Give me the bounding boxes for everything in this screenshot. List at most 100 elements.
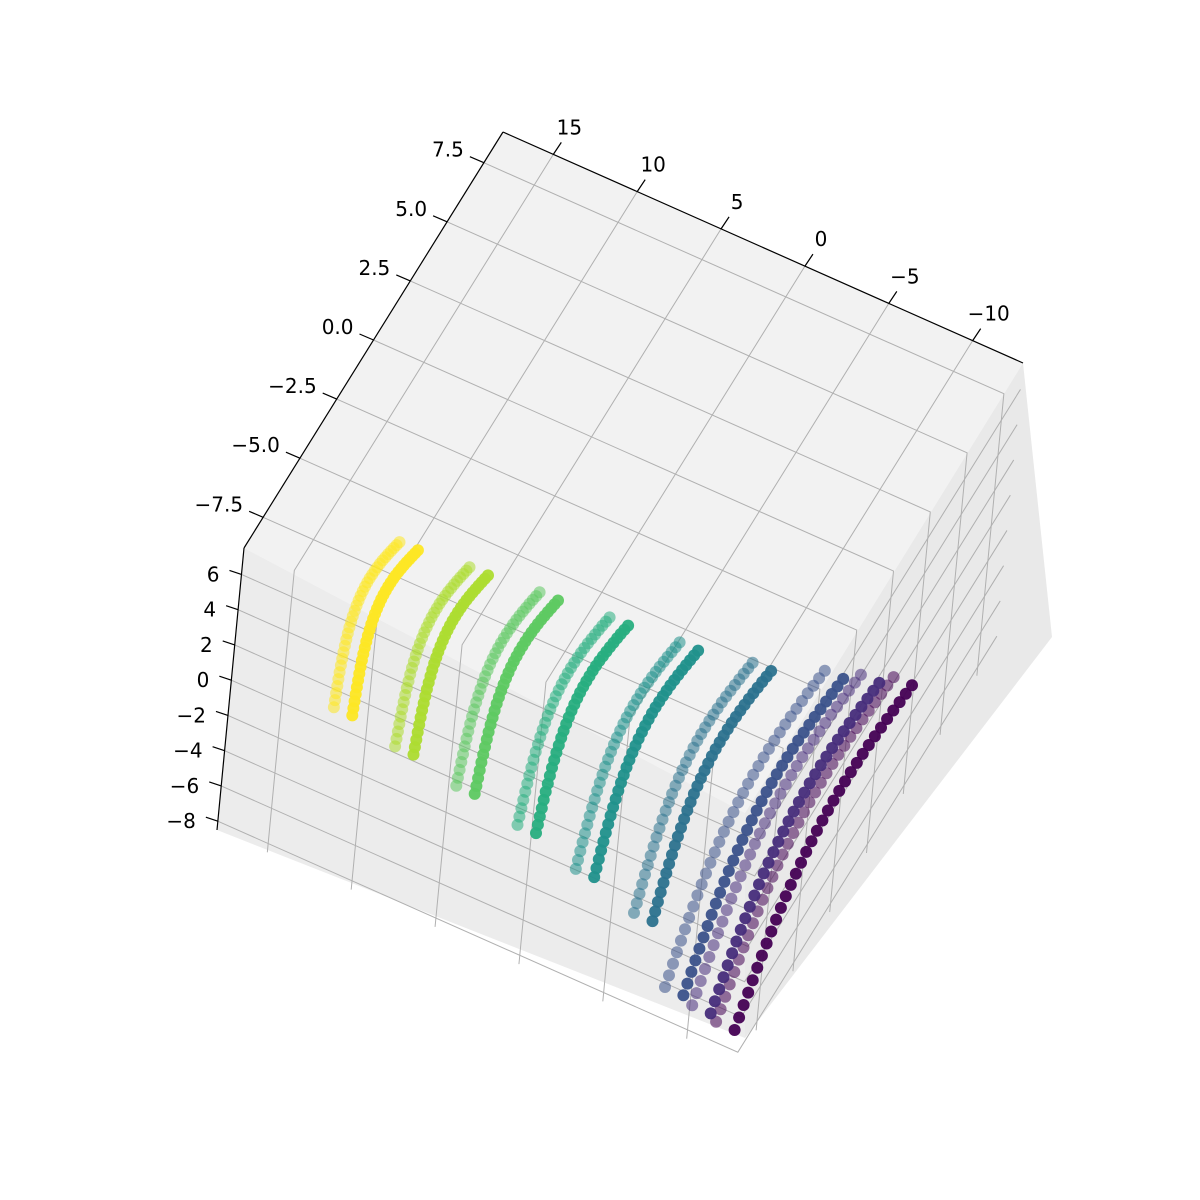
- scatter-point: [862, 739, 875, 751]
- grid-line-z: [234, 459, 1015, 877]
- scatter-point: [677, 989, 690, 1002]
- scatter-point: [868, 730, 881, 743]
- x-tick-mark: [552, 142, 562, 155]
- z-tick-mark: [225, 605, 239, 611]
- scatter-point: [755, 949, 768, 962]
- scatter-point: [746, 656, 759, 669]
- scatter-point: [639, 868, 651, 881]
- z-tick-label: 6: [207, 562, 220, 586]
- scatter-point: [690, 987, 703, 1000]
- x-tick-mark: [636, 179, 646, 192]
- scatter-point: [695, 878, 708, 891]
- scatter-point: [809, 786, 822, 799]
- scatter-point: [792, 816, 805, 829]
- scatter-point: [748, 837, 761, 850]
- grid-line-y: [410, 280, 931, 794]
- z-tick-label: 4: [203, 598, 216, 622]
- x-axis-ticks: 15 10 5 0 −5 −10: [552, 115, 1010, 341]
- x-tick-mark: [972, 328, 982, 341]
- z-tick-label: 0: [197, 668, 210, 692]
- scatter-point: [722, 865, 735, 877]
- scatter-point: [748, 889, 761, 902]
- scatter-point: [709, 897, 722, 910]
- x-tick-label: 10: [640, 153, 665, 177]
- scatter-point: [641, 859, 654, 872]
- scatter-point: [731, 844, 744, 857]
- grid-line-x: [518, 265, 806, 965]
- scatter-point: [772, 835, 785, 848]
- grid-line-y: [373, 339, 895, 854]
- scatter-point: [694, 975, 707, 987]
- scatter-point: [633, 887, 646, 900]
- scatter-point: [787, 805, 800, 818]
- scatter-point: [893, 696, 906, 709]
- scatter-point: [765, 925, 778, 938]
- scatter-point: [899, 687, 912, 700]
- x-axis-line: [502, 131, 1024, 364]
- scatter-point: [856, 747, 869, 760]
- scatter-point: [767, 846, 780, 859]
- scatter-point: [482, 569, 494, 582]
- scatter-point: [720, 904, 733, 917]
- scatter-point: [663, 857, 676, 870]
- scatter-point: [649, 905, 662, 918]
- scatter-point: [681, 977, 694, 990]
- scatter-point: [747, 768, 760, 781]
- scatter-point: [727, 806, 740, 818]
- scatter-point: [739, 912, 752, 925]
- scatter-point: [757, 867, 770, 880]
- scatter-point: [745, 814, 758, 827]
- scatter-point: [741, 824, 754, 836]
- scatter-point: [743, 900, 756, 913]
- scatter-point: [630, 897, 643, 910]
- x-tick-mark: [888, 291, 898, 304]
- scatter-point: [703, 951, 716, 963]
- scatter-point: [699, 963, 711, 975]
- scatter-point: [751, 961, 764, 974]
- scatter-point: [785, 769, 798, 782]
- scatter-point: [814, 776, 827, 789]
- scatter-point: [636, 878, 649, 891]
- x-tick-mark: [720, 216, 730, 230]
- grid-line-y: [336, 398, 858, 913]
- scatter-point: [758, 817, 771, 830]
- z-tick-mark: [222, 640, 235, 646]
- scatter-point: [816, 814, 829, 827]
- scatter-point: [803, 796, 816, 809]
- scatter-point: [704, 1007, 717, 1020]
- scatter-point: [737, 999, 750, 1011]
- scatter-point: [728, 1024, 741, 1036]
- scatter-point: [727, 854, 740, 867]
- z-tick-mark: [219, 675, 232, 681]
- scatter-point: [844, 766, 857, 779]
- scatter-point: [875, 721, 887, 734]
- scatter-point: [881, 713, 894, 725]
- z-tick-label: −8: [166, 809, 195, 833]
- scatter-point: [774, 901, 787, 914]
- grid-line-z: [217, 635, 998, 1053]
- z-axis-ticks: 6 4 2 0 −2 −4 −6 −8: [166, 562, 242, 833]
- scatter-point: [463, 561, 476, 574]
- scatter-point: [760, 786, 773, 798]
- scatter-point: [705, 908, 718, 921]
- scatter-point: [797, 806, 810, 819]
- scatter-point: [654, 886, 667, 899]
- scatter-point: [784, 878, 797, 891]
- y-tick-label: 0.0: [322, 315, 354, 339]
- z-tick-label: 2: [200, 633, 213, 657]
- scatter-point: [764, 807, 776, 820]
- z-tick-label: −2: [176, 703, 205, 727]
- scatter-point: [683, 911, 696, 924]
- scatter-point: [603, 611, 616, 624]
- grid-line-y: [483, 162, 1005, 676]
- scatter-point: [644, 849, 657, 862]
- scatter-point: [693, 942, 706, 955]
- scatter-point: [686, 999, 699, 1012]
- y-axis-ticks: 7.5 5.0 2.5 0.0 −2.5 −5.0 −7.5: [195, 138, 485, 518]
- scatter-point: [725, 892, 738, 905]
- scatter-point: [713, 983, 726, 996]
- scatter-point: [818, 664, 831, 677]
- scatter-point: [628, 906, 640, 919]
